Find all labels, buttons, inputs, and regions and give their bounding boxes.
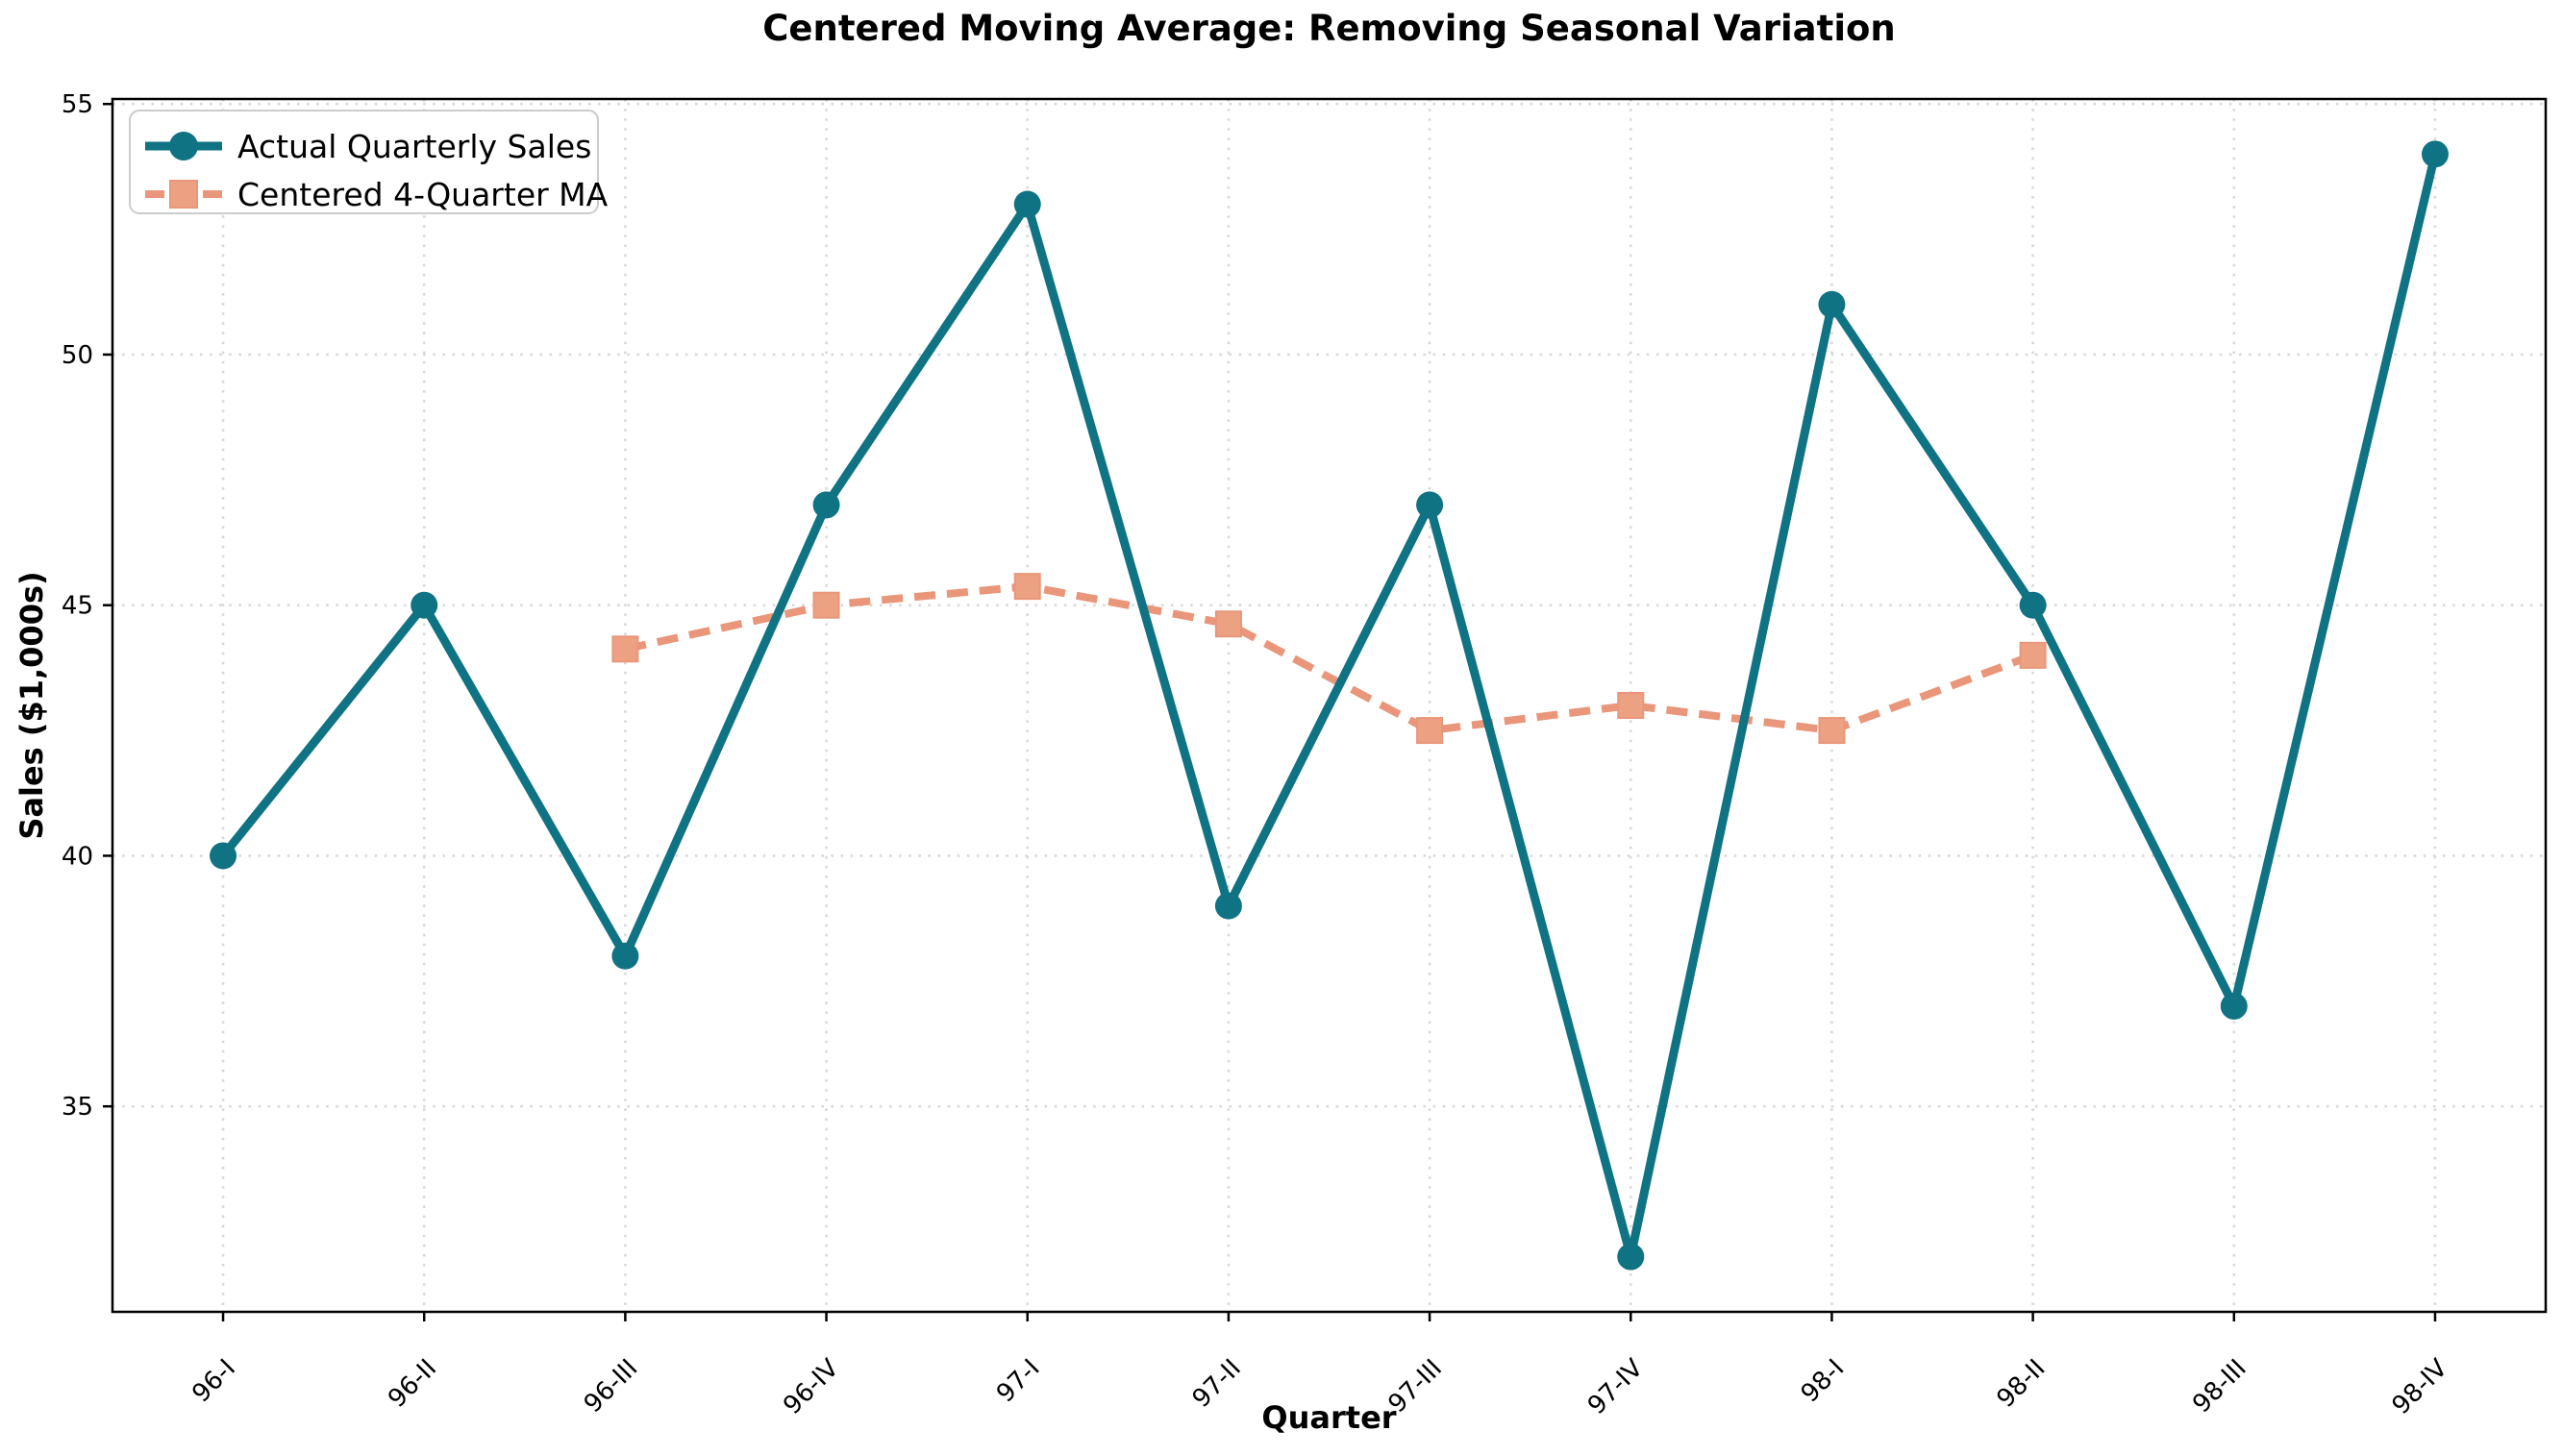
actual-data-point xyxy=(1214,892,1242,920)
legend-marker-actual xyxy=(169,132,198,160)
ma-data-point xyxy=(2019,641,2047,669)
legend-marker-ma xyxy=(169,180,198,209)
actual-series-line xyxy=(219,153,2440,1262)
ma-data-point xyxy=(1214,610,1242,638)
ma-data-point xyxy=(611,635,639,663)
actual-data-point xyxy=(812,491,840,519)
actual-data-point xyxy=(1416,491,1444,519)
y-tick-label: 50 xyxy=(62,341,93,370)
ma-data-point xyxy=(1617,692,1645,719)
plot-border xyxy=(111,97,2548,1314)
y-tick-label: 40 xyxy=(62,842,93,871)
y-tick-label: 35 xyxy=(62,1093,93,1122)
actual-data-point xyxy=(2421,140,2449,168)
legend-box xyxy=(129,110,599,214)
y-tick-label: 45 xyxy=(62,592,93,621)
actual-data-point xyxy=(1013,190,1041,218)
actual-data-point xyxy=(2220,992,2248,1020)
actual-data-point xyxy=(1818,290,1846,318)
legend-label-actual: Actual Quarterly Sales xyxy=(237,128,591,165)
actual-data-point xyxy=(1617,1243,1645,1271)
chart-title: Centered Moving Average: Removing Season… xyxy=(762,8,1896,49)
ma-data-point xyxy=(1013,573,1041,601)
ma-data-point xyxy=(1818,717,1846,745)
x-axis-label: Quarter xyxy=(1261,1399,1397,1436)
actual-data-point xyxy=(2019,591,2047,619)
actual-data-point xyxy=(411,591,438,619)
y-tick-label: 55 xyxy=(62,90,93,119)
ma-data-point xyxy=(812,591,840,619)
actual-data-point xyxy=(210,842,237,870)
legend-label-ma: Centered 4-Quarter MA xyxy=(237,176,609,213)
legend: Actual Quarterly Sales Centered 4-Quarter… xyxy=(129,110,609,214)
y-axis-label: Sales ($1,000s) xyxy=(13,571,50,840)
actual-data-point xyxy=(611,942,639,970)
ma-series-line xyxy=(624,582,2035,735)
ma-data-point xyxy=(1416,717,1444,745)
